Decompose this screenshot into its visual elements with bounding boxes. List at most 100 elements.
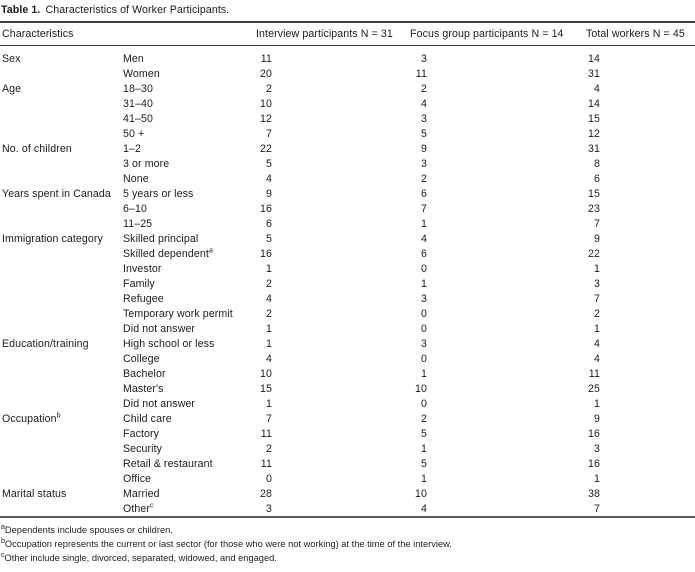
focus-value-cell: 0 xyxy=(408,351,584,366)
total-value-cell: 7 xyxy=(584,501,695,517)
focus-value: 5 xyxy=(421,127,427,140)
total-value-cell: 4 xyxy=(584,336,695,351)
characteristic-cell xyxy=(0,501,121,517)
category-label: Temporary work permit xyxy=(123,307,233,320)
focus-value-cell: 5 xyxy=(408,426,584,441)
interview-value: 2 xyxy=(266,442,272,455)
characteristic-cell xyxy=(0,366,121,381)
category-cell: None xyxy=(121,171,254,186)
focus-value: 6 xyxy=(421,187,427,200)
footnote-b-text: Occupation represents the current or las… xyxy=(4,539,452,549)
focus-value-cell: 10 xyxy=(408,486,584,501)
category-cell: Investor xyxy=(121,261,254,276)
footnote-a: aDependents include spouses or children. xyxy=(1,523,695,537)
interview-value-cell: 1 xyxy=(254,336,408,351)
total-value-cell: 16 xyxy=(584,426,695,441)
category-label: Office xyxy=(123,472,152,485)
table-row: 3 or more 5 3 8 xyxy=(0,156,695,171)
interview-value-cell: 2 xyxy=(254,81,408,96)
column-header-total: Total workers N = 45 xyxy=(584,22,695,46)
focus-value: 6 xyxy=(421,247,427,260)
interview-value-cell: 7 xyxy=(254,411,408,426)
category-cell: 31–40 xyxy=(121,96,254,111)
table-row: 6–10 16 7 23 xyxy=(0,201,695,216)
category-label: Women xyxy=(123,67,160,80)
category-cell: Refugee xyxy=(121,291,254,306)
interview-value: 1 xyxy=(266,337,272,350)
interview-value-cell: 20 xyxy=(254,66,408,81)
category-label: 5 years or less xyxy=(123,187,194,200)
focus-value-cell: 2 xyxy=(408,171,584,186)
interview-value: 10 xyxy=(260,97,272,110)
footnote-b: bOccupation represents the current or la… xyxy=(1,537,695,551)
interview-value-cell: 11 xyxy=(254,426,408,441)
interview-value: 11 xyxy=(260,427,272,440)
total-value: 7 xyxy=(594,292,600,305)
table-row: Bachelor 10 1 11 xyxy=(0,366,695,381)
focus-value-cell: 1 xyxy=(408,216,584,231)
interview-value: 12 xyxy=(260,112,272,125)
category-cell: Skilled dependenta xyxy=(121,246,254,261)
interview-value-cell: 4 xyxy=(254,291,408,306)
total-value: 7 xyxy=(594,502,600,515)
characteristic-cell: Marital status xyxy=(0,486,121,501)
interview-value: 2 xyxy=(266,277,272,290)
category-cell: Master's xyxy=(121,381,254,396)
category-label: Did not answer xyxy=(123,397,196,410)
focus-value: 0 xyxy=(421,352,427,365)
characteristic-cell xyxy=(0,306,121,321)
focus-value-cell: 5 xyxy=(408,456,584,471)
table-caption-text: Characteristics of Worker Participants. xyxy=(45,4,230,16)
total-value: 12 xyxy=(588,127,600,140)
category-cell: Skilled principal xyxy=(121,231,254,246)
total-value-cell: 31 xyxy=(584,66,695,81)
characteristic-cell xyxy=(0,471,121,486)
category-label: 41–50 xyxy=(123,112,153,125)
interview-value-cell: 1 xyxy=(254,321,408,336)
total-value: 1 xyxy=(594,472,600,485)
characteristic-label: Sex xyxy=(2,52,21,65)
category-cell: Child care xyxy=(121,411,254,426)
category-label: Skilled principal xyxy=(123,232,199,245)
interview-value: 7 xyxy=(266,412,272,425)
focus-value: 1 xyxy=(421,367,427,380)
interview-value: 5 xyxy=(266,232,272,245)
total-value-cell: 9 xyxy=(584,231,695,246)
characteristic-cell xyxy=(0,111,121,126)
characteristic-cell xyxy=(0,426,121,441)
category-label: Investor xyxy=(123,262,162,275)
total-value: 2 xyxy=(594,307,600,320)
characteristic-cell: Occupationb xyxy=(0,411,121,426)
total-value: 1 xyxy=(594,262,600,275)
interview-value: 1 xyxy=(266,262,272,275)
category-cell: Women xyxy=(121,66,254,81)
focus-value: 3 xyxy=(421,52,427,65)
focus-value-cell: 0 xyxy=(408,306,584,321)
table-row: 50 + 7 5 12 xyxy=(0,126,695,141)
focus-value: 3 xyxy=(421,157,427,170)
total-value: 4 xyxy=(594,337,600,350)
interview-value-cell: 11 xyxy=(254,46,408,67)
table-body: Sex Men 11 3 14 Women 20 11 31 Age 18–30 2 2 4 31–40 10… xyxy=(0,46,695,518)
interview-value-cell: 0 xyxy=(254,471,408,486)
total-value-cell: 25 xyxy=(584,381,695,396)
interview-value-cell: 2 xyxy=(254,276,408,291)
focus-value: 5 xyxy=(421,427,427,440)
interview-value-cell: 4 xyxy=(254,351,408,366)
footnote-c: cOther include single, divorced, separat… xyxy=(1,551,695,565)
focus-value: 3 xyxy=(421,292,427,305)
total-value-cell: 12 xyxy=(584,126,695,141)
focus-value: 10 xyxy=(415,487,427,500)
interview-value: 16 xyxy=(260,202,272,215)
total-value: 9 xyxy=(594,232,600,245)
focus-value-cell: 0 xyxy=(408,321,584,336)
interview-value-cell: 7 xyxy=(254,126,408,141)
characteristic-cell: No. of children xyxy=(0,141,121,156)
table-row: Occupationb Child care 7 2 9 xyxy=(0,411,695,426)
footnote-c-marker: c xyxy=(1,551,5,559)
table-row: 11–25 6 1 7 xyxy=(0,216,695,231)
focus-value-cell: 2 xyxy=(408,81,584,96)
characteristic-cell xyxy=(0,156,121,171)
category-cell: 18–30 xyxy=(121,81,254,96)
total-value: 11 xyxy=(588,367,600,380)
